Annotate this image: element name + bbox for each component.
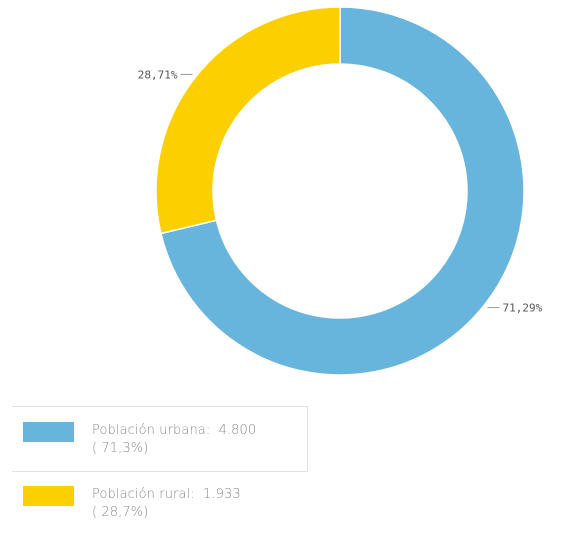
legend-swatch-rural	[23, 486, 74, 506]
legend-text-rural: Población rural: 1.933 ( 28,7%)	[92, 486, 241, 522]
legend-text-urbana: Población urbana: 4.800 ( 71,3%)	[92, 422, 256, 458]
legend-value-urbana: 4.800	[218, 423, 257, 438]
legend-percent-urbana: ( 71,3%)	[92, 441, 149, 456]
slice-rural[interactable]	[155, 6, 341, 235]
slice-percent-label: 28,71%	[138, 68, 178, 81]
legend-swatch-urbana	[23, 422, 74, 442]
slice-urbana[interactable]	[160, 6, 525, 376]
slice-percent-label: 71,29%	[502, 302, 542, 315]
legend-item-urbana[interactable]: Población urbana: 4.800 ( 71,3%)	[12, 406, 308, 472]
donut-chart: 71,29% 28,71%	[138, 6, 543, 376]
legend-label-rural: Población rural:	[92, 487, 195, 502]
chart-legend: Población urbana: 4.800 ( 71,3%) Poblaci…	[12, 406, 308, 534]
chart-svg: 71,29% 28,71%	[138, 6, 543, 376]
legend-percent-rural: ( 28,7%)	[92, 505, 149, 520]
legend-label-urbana: Población urbana:	[92, 423, 211, 438]
legend-item-rural[interactable]: Población rural: 1.933 ( 28,7%)	[12, 472, 308, 534]
legend-value-rural: 1.933	[202, 487, 241, 502]
